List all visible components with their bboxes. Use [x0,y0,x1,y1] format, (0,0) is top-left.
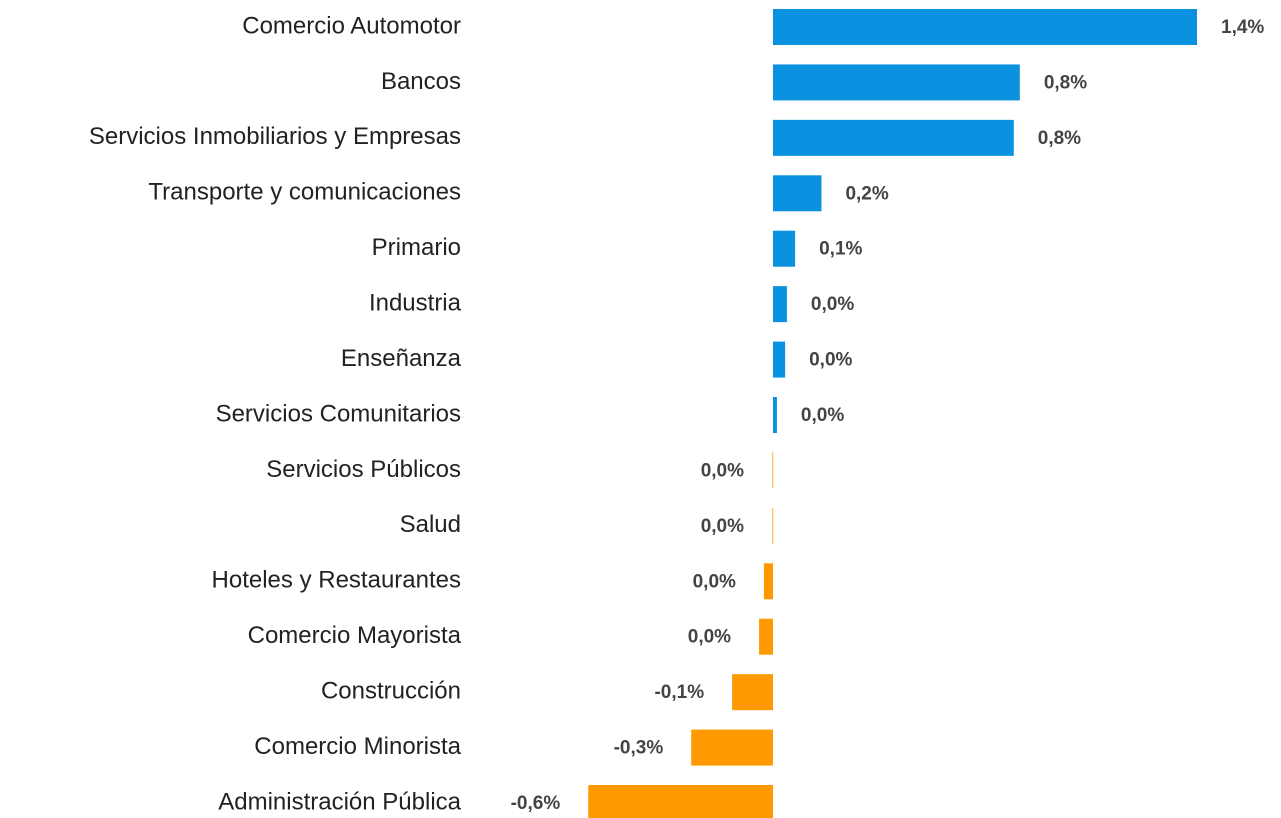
value-label: 0,0% [693,571,736,592]
value-label: 0,2% [845,183,888,204]
category-label: Construcción [321,678,461,705]
value-label: 0,8% [1038,128,1081,149]
bar [773,397,777,434]
bar [773,175,822,212]
bar [773,119,1014,156]
bar [772,452,774,489]
bar [759,618,773,655]
bar [732,674,773,711]
value-label: 0,0% [809,350,852,371]
value-label: 0,1% [819,239,862,260]
bar [763,563,773,600]
value-label: -0,6% [511,793,561,814]
category-label: Comercio Automotor [242,12,461,39]
value-label: -0,1% [654,682,704,703]
bar [773,9,1197,45]
category-label: Hoteles y Restaurantes [212,567,461,594]
bar [588,785,773,818]
bar [773,230,796,267]
bar [773,341,786,378]
bar [691,729,773,766]
bar [773,286,787,323]
bar [773,64,1020,101]
value-label: 1,4% [1221,17,1264,38]
category-label: Transporte y comunicaciones [148,179,461,206]
value-label: 0,8% [1044,72,1087,93]
value-label: 0,0% [811,294,854,315]
category-label: Primario [372,234,461,261]
value-label: -0,3% [614,738,664,759]
value-label: 0,0% [701,516,744,537]
value-label: 0,0% [801,405,844,426]
value-label: 0,0% [688,627,731,648]
category-label: Comercio Mayorista [248,622,462,649]
category-label: Servicios Públicos [266,456,461,483]
bar [772,507,774,544]
category-label: Servicios Inmobiliarios y Empresas [89,123,461,150]
category-label: Servicios Comunitarios [216,400,461,427]
category-label: Salud [400,511,461,538]
category-label: Comercio Minorista [254,733,461,760]
value-label: 0,0% [701,460,744,481]
category-label: Industria [369,289,462,316]
category-label: Enseñanza [341,345,462,372]
category-label: Bancos [381,68,461,95]
category-label: Administración Pública [218,788,461,815]
